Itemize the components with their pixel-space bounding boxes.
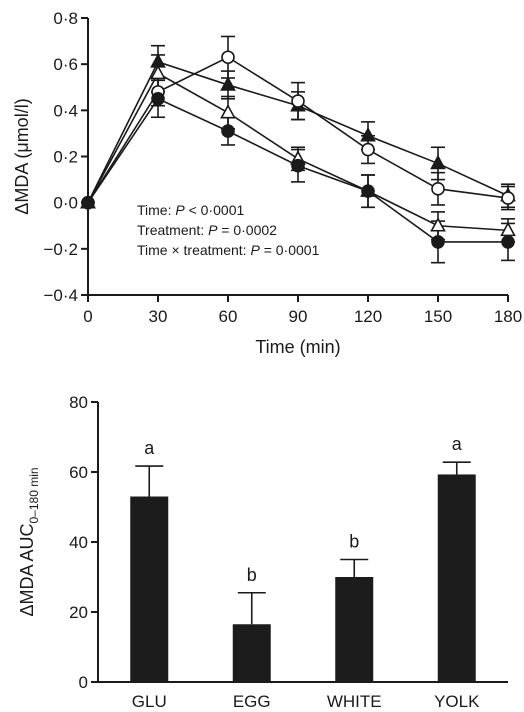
x-tick-label: 150 bbox=[424, 307, 452, 326]
y-tick-label: 0·4 bbox=[53, 101, 78, 120]
x-tick-label: 60 bbox=[219, 307, 238, 326]
time-course-line-chart: −0·4 −0·2 0·0 0·2 0·4 0·6 0·8 0 30 60 90 120 150 180 T… bbox=[12, 9, 522, 357]
y-axis-title: ΔMDA AUC0–180 min bbox=[17, 467, 41, 616]
bar bbox=[437, 474, 476, 682]
x-tick-label: 90 bbox=[289, 307, 308, 326]
y-tick-label: 60 bbox=[69, 463, 88, 482]
auc-bar-chart: 0 20 40 60 80 a GLU b EGG b WHITE a YOLK ΔMDA AUC0–18… bbox=[17, 393, 508, 711]
y-tick-label: 0·6 bbox=[53, 55, 78, 74]
data-point bbox=[431, 235, 445, 249]
x-tick-label: 180 bbox=[494, 307, 522, 326]
data-point bbox=[431, 182, 445, 196]
significance-letter: b bbox=[349, 532, 359, 552]
stat-annotation: Time × treatment: P = 0·0001 bbox=[137, 242, 320, 258]
bar bbox=[335, 577, 374, 682]
data-point bbox=[221, 124, 235, 138]
x-tick-label: YOLK bbox=[434, 692, 480, 711]
data-point bbox=[291, 94, 305, 108]
y-tick-label: 0·0 bbox=[53, 194, 78, 213]
bar bbox=[130, 496, 169, 682]
y-tick-label: 20 bbox=[69, 603, 88, 622]
data-point bbox=[361, 184, 375, 198]
data-point bbox=[361, 142, 375, 157]
x-tick-label: EGG bbox=[233, 692, 271, 711]
data-point bbox=[501, 235, 515, 249]
data-point bbox=[220, 76, 236, 91]
data-point bbox=[430, 154, 446, 170]
significance-letter: b bbox=[247, 565, 257, 585]
data-point bbox=[81, 195, 95, 210]
significance-letter: a bbox=[144, 438, 155, 458]
x-tick-label: WHITE bbox=[327, 692, 382, 711]
y-tick-label: 0·8 bbox=[53, 9, 78, 28]
data-point bbox=[151, 91, 165, 106]
x-axis-title: Time (min) bbox=[255, 337, 340, 357]
data-point bbox=[430, 217, 446, 232]
x-tick-label: 30 bbox=[149, 307, 168, 326]
x-tick-label: 0 bbox=[83, 307, 92, 326]
data-point bbox=[360, 127, 376, 142]
stat-annotation: Time: P < 0·0001 bbox=[137, 202, 244, 218]
stat-annotation: Treatment: P = 0·0002 bbox=[137, 222, 277, 238]
y-axis-title: ΔMDA (μmol/l) bbox=[12, 98, 32, 214]
y-tick-label: 80 bbox=[69, 393, 88, 412]
y-tick-label: 0·2 bbox=[53, 148, 78, 167]
x-tick-label: GLU bbox=[132, 692, 167, 711]
data-point bbox=[501, 191, 515, 205]
data-point bbox=[291, 158, 305, 173]
data-point bbox=[220, 103, 236, 119]
data-point bbox=[221, 50, 235, 65]
x-tick-label: 120 bbox=[354, 307, 382, 326]
bar bbox=[232, 624, 271, 682]
y-tick-label: 0 bbox=[79, 673, 88, 692]
data-point bbox=[150, 64, 166, 80]
y-tick-label: −0·2 bbox=[44, 240, 79, 259]
y-tick-label: 40 bbox=[69, 533, 88, 552]
y-tick-label: −0·4 bbox=[44, 286, 79, 305]
significance-letter: a bbox=[452, 434, 463, 454]
